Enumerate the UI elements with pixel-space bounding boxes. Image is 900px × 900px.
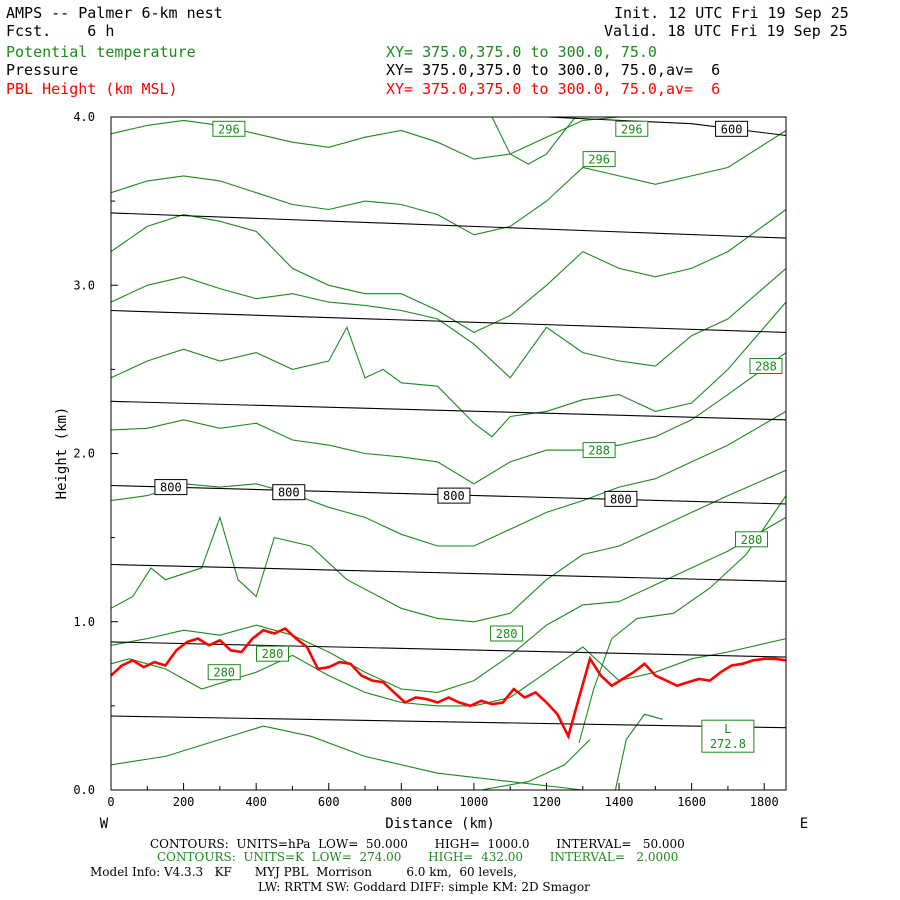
theta-contour-line (110, 267, 787, 379)
theta-label-box (582, 442, 616, 459)
low-marker-value: 272.8 (710, 737, 746, 751)
x-tick-label: 400 (245, 795, 267, 809)
x-tick-label: 1000 (459, 795, 488, 809)
x-tick-label: 1400 (605, 795, 634, 809)
theta-label: 288 (588, 444, 610, 458)
theta-label: 280 (741, 533, 763, 547)
theta-contours (110, 116, 787, 791)
theta-label: 280 (213, 666, 235, 680)
contour-labels: 800 800 800 800 600 296 296 296 288 288 280 280 280 2… (154, 120, 783, 753)
pressure-contours (110, 116, 787, 729)
theta-label-box (256, 645, 289, 662)
theta-label: 296 (588, 153, 610, 167)
pressure-label-box (272, 484, 306, 501)
chart-title: AMPS -- Palmer 6-km nest (6, 4, 223, 22)
theta-label-box (615, 120, 649, 137)
y-tick-label: 3.0 (73, 278, 95, 292)
theta-label-box (735, 531, 768, 548)
x-tick-label: 800 (390, 795, 412, 809)
model-info: Model Info: V4.3.3 KF MYJ PBL Morrison 6… (90, 865, 518, 879)
theta-contour-info: CONTOURS: UNITS=K LOW= 274.00 HIGH= 432.… (157, 850, 679, 864)
east-label: E (800, 816, 808, 832)
y-tick-label: 0.0 (73, 783, 95, 797)
theta-contour-line (110, 638, 787, 707)
west-label: W (100, 816, 109, 832)
y-axis-title: Height (km) (54, 407, 70, 500)
theta-label: 280 (496, 627, 518, 641)
pressure-contour-line (110, 212, 787, 239)
theta-contour-line (110, 130, 787, 236)
init-time: Init. 12 UTC Fri 19 Sep 25 (614, 4, 849, 22)
pbl-height-line (110, 626, 787, 740)
pbl-height (110, 626, 787, 740)
x-tick-label: 200 (173, 795, 195, 809)
field3-name: PBL Height (km MSL) (6, 80, 178, 98)
theta-contour-line (578, 495, 787, 744)
axes: 0 200 400 600 800 1000 1200 1400 1600 1800 0.0 1.0 2… (73, 110, 778, 809)
pressure-contour-line (110, 563, 787, 582)
pressure-label: 800 (160, 481, 182, 495)
field3-xy: XY= 375.0,375.0 to 300.0, 75.0,av= 6 (386, 80, 721, 98)
x-tick-label: 600 (318, 795, 340, 809)
theta-contour-line (110, 469, 787, 623)
pressure-label-box (437, 487, 471, 504)
low-marker-label: L (724, 722, 731, 736)
theta-contour-line (110, 301, 787, 438)
pressure-label: 800 (278, 486, 300, 500)
field2-name: Pressure (6, 61, 79, 79)
theta-contour-line (110, 516, 787, 693)
low-marker-box (701, 719, 755, 753)
x-axis-title: Distance (km) (385, 816, 495, 832)
pressure-label-box (154, 479, 188, 496)
pressure-contour-line (111, 116, 787, 137)
theta-contour-line (481, 739, 591, 791)
pressure-contour-line (110, 715, 787, 729)
theta-label: 296 (621, 122, 643, 136)
pressure-label: 800 (443, 489, 465, 503)
forecast-hour: Fcst. 6 h (6, 22, 115, 40)
theta-label-box (749, 358, 783, 374)
x-tick-label: 1200 (532, 795, 561, 809)
theta-contour-line (614, 713, 663, 791)
field1-name: Potential temperature (6, 43, 196, 61)
x-tick-label: 0 (107, 795, 114, 809)
theta-label-box (490, 625, 524, 642)
pressure-contour-info: CONTOURS: UNITS=hPa LOW= 50.000 HIGH= 10… (150, 837, 685, 851)
theta-contour-line (110, 410, 787, 547)
x-tick-label: 1600 (677, 795, 706, 809)
valid-time: Valid. 18 UTC Fri 19 Sep 25 (604, 22, 848, 40)
theta-label-box (582, 151, 616, 168)
pressure-contour-line (110, 309, 787, 333)
theta-label: 296 (218, 122, 240, 136)
theta-label-box (207, 664, 241, 681)
y-tick-label: 1.0 (73, 615, 95, 629)
theta-contour-line (110, 352, 787, 485)
pressure-label-box (715, 120, 749, 137)
field2-xy: XY= 375.0,375.0 to 300.0, 75.0,av= 6 (386, 61, 721, 79)
pressure-label-box (604, 490, 638, 507)
theta-contour-line (110, 725, 786, 791)
y-tick-label: 4.0 (73, 110, 95, 124)
x-tick-label: 1800 (750, 795, 779, 809)
pressure-label: 600 (721, 122, 743, 136)
pressure-label: 800 (610, 492, 632, 506)
y-tick-label: 2.0 (73, 447, 95, 461)
theta-contour-line (491, 116, 576, 165)
theta-label: 288 (755, 360, 777, 374)
theta-label-box (212, 120, 246, 137)
theta-contour-line (110, 209, 787, 334)
theta-label: 280 (262, 647, 284, 661)
physics-info: LW: RRTM SW: Goddard DIFF: simple KM: 2D… (258, 880, 590, 894)
field1-xy: XY= 375.0,375.0 to 300.0, 75.0 (386, 43, 657, 61)
pressure-contour-line (110, 400, 787, 421)
